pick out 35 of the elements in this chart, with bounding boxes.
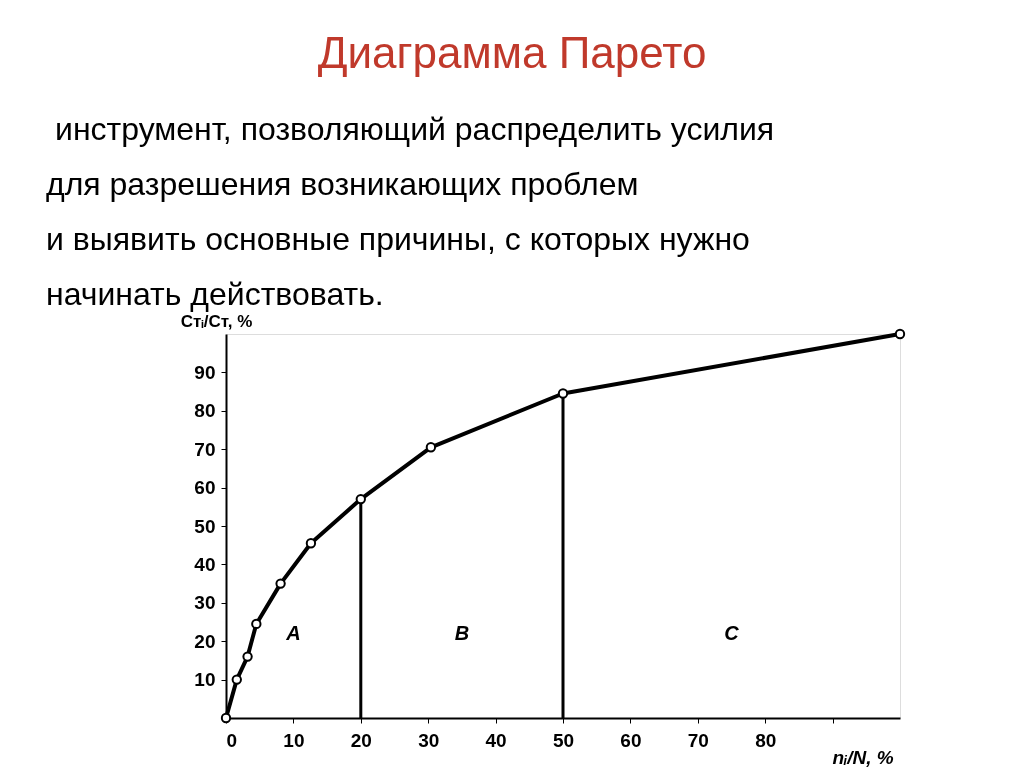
x-tick-label: 30 (418, 729, 440, 751)
chart-title: Диаграмма Парето (317, 28, 707, 77)
y-tick-label: 20 (194, 630, 216, 652)
y-tick-label: 10 (194, 669, 216, 691)
point (220, 712, 232, 724)
y-tick-label: 40 (194, 553, 216, 575)
point (557, 388, 569, 399)
y-tick-label: 90 (194, 361, 216, 383)
x-tick-label: 70 (687, 729, 709, 751)
point (305, 538, 317, 549)
x-tick-label: 0 (226, 729, 238, 751)
annotation: B (454, 621, 470, 644)
point (425, 442, 437, 453)
annotation: C (724, 621, 740, 644)
y-axis-title: Стᵢ/Ст, % (180, 311, 253, 331)
point (275, 578, 286, 589)
x-tick-label: 50 (552, 729, 575, 751)
x-tick-label: 10 (283, 729, 305, 751)
x-tick-label: 60 (620, 729, 642, 751)
y-tick-label: 70 (194, 438, 216, 460)
y-tick-label: 80 (194, 400, 216, 422)
chart-subtitle: инструмент, позволяющий распределить усилия для разрешения возникающих проблем и выявить основные причины, с которых нужно начинать действовать. (46, 111, 775, 312)
point (355, 493, 366, 505)
point (242, 651, 253, 662)
point (894, 328, 906, 340)
x-tick-label: 20 (350, 729, 372, 751)
point (231, 674, 242, 685)
point (251, 618, 262, 630)
y-tick-label: 50 (194, 515, 216, 537)
x-tick-label: 80 (755, 729, 777, 751)
annotation: A (285, 621, 301, 644)
x-tick-label: 40 (485, 729, 507, 751)
y-tick-label: 30 (194, 592, 216, 614)
y-tick-label: 60 (194, 477, 216, 499)
x-axis-title: nᵢ/N, % (832, 746, 894, 767)
